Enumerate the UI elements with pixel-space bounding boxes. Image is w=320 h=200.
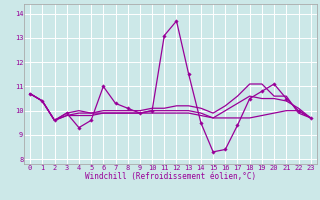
X-axis label: Windchill (Refroidissement éolien,°C): Windchill (Refroidissement éolien,°C) <box>85 172 256 181</box>
